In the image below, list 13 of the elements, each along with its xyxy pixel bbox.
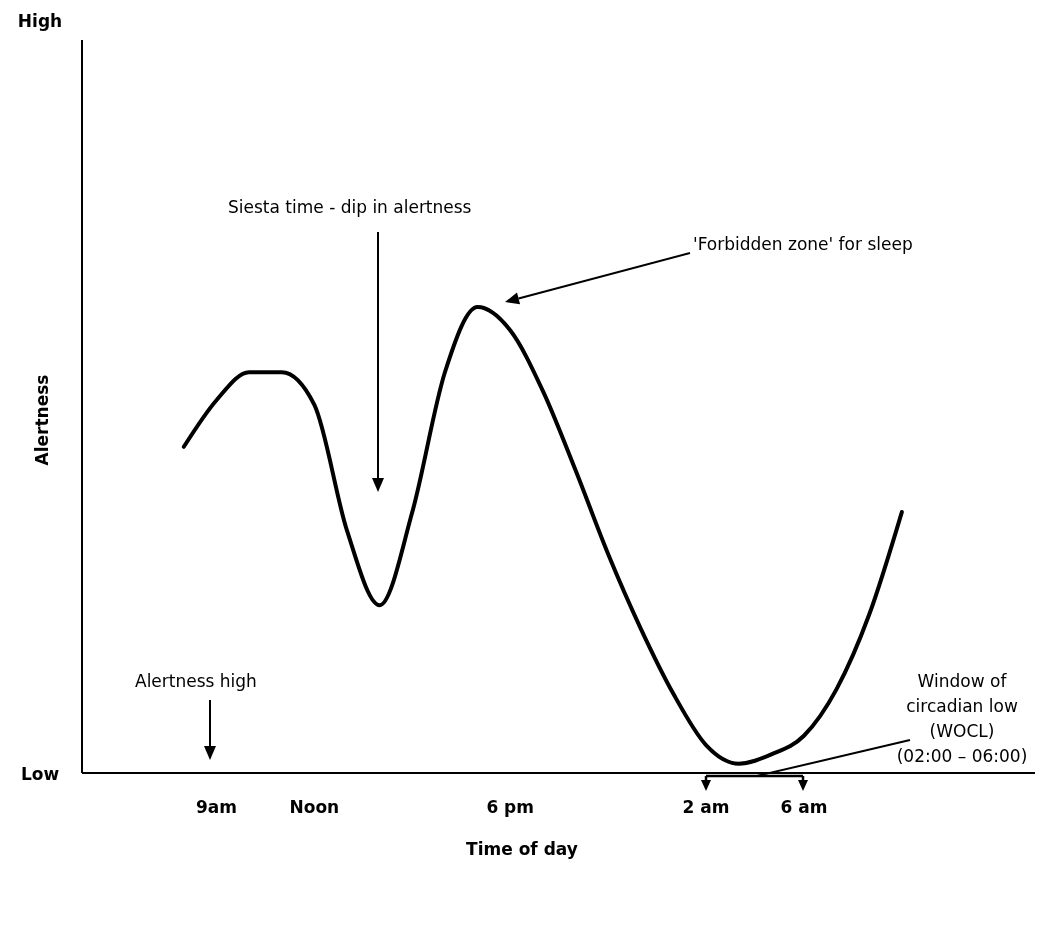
x-tick-label: 9am bbox=[195, 797, 237, 817]
text: 'Forbidden zone' for sleep bbox=[693, 234, 913, 254]
x-tick-label: 6 pm bbox=[486, 797, 535, 817]
text: High bbox=[17, 11, 63, 31]
x-tick-label: 6 am bbox=[780, 797, 828, 817]
x-tick-label: 2 am bbox=[682, 797, 730, 817]
x-axis-title: Time of day bbox=[466, 839, 578, 859]
annotation: Alertness high bbox=[135, 671, 257, 691]
text: Siesta time - dip in alertness bbox=[228, 197, 472, 217]
x-tick-label: Noon bbox=[289, 797, 340, 817]
text: Low bbox=[20, 764, 60, 784]
annotation: Window of circadian low (WOCL) (02:00 – 06:00) bbox=[896, 671, 1028, 766]
y-axis-title: Alertness bbox=[32, 374, 52, 466]
